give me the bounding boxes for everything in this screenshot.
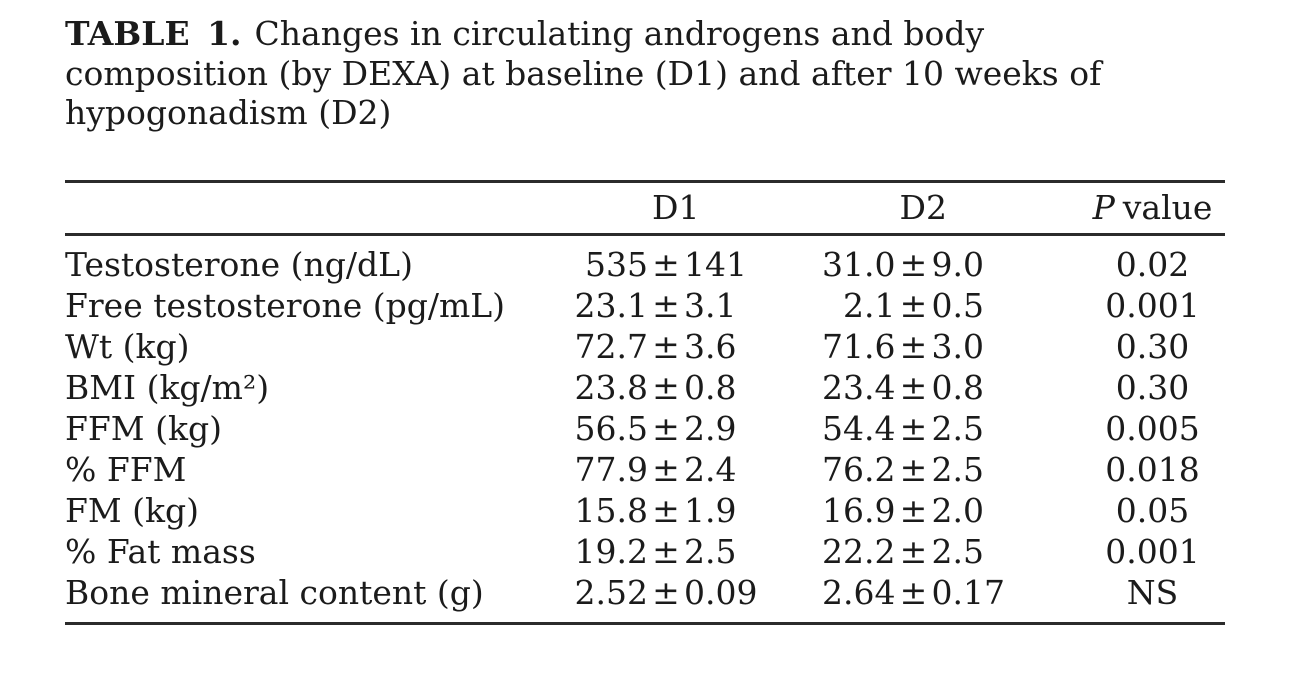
p-value: 0.05 [1115, 491, 1190, 530]
row-label: Wt (kg) [65, 327, 190, 366]
d2-value: 23.4 ±0.8 [822, 368, 984, 407]
d2-value: 16.9 ±2.0 [822, 491, 984, 530]
p-rest: value [1122, 188, 1213, 227]
table-mid-rule [65, 233, 1225, 236]
table-row: Wt (kg) 72.7 ±3.6 71.6 ±3.0 0.30 [65, 326, 1225, 367]
d2-value: 76.2 ±2.5 [822, 450, 984, 489]
row-label: BMI (kg/m²) [65, 368, 270, 407]
p-value: 0.30 [1115, 368, 1190, 407]
p-value: 0.30 [1115, 327, 1190, 366]
row-label: Free testosterone (pg/mL) [65, 286, 506, 325]
d1-value: 77.9 ±2.4 [574, 450, 737, 489]
table-caption: TABLE 1. Changes in circulating androgens… [65, 14, 1101, 133]
header-d2: D2 [899, 188, 947, 227]
p-value: 0.001 [1105, 286, 1200, 325]
table-top-rule [65, 180, 1225, 183]
p-value: 0.02 [1115, 245, 1190, 284]
caption-line-3: hypogonadism (D2) [65, 93, 1101, 133]
row-label: Testosterone (ng/dL) [65, 245, 413, 284]
d1-value: 23.8 ±0.8 [574, 368, 737, 407]
table-row: % Fat mass 19.2 ±2.5 22.2 ±2.5 0.001 [65, 531, 1225, 572]
caption-text-3: hypogonadism (D2) [65, 93, 392, 132]
d1-value: 535 ±141 [585, 245, 747, 284]
table-row: % FFM 77.9 ±2.4 76.2 ±2.5 0.018 [65, 449, 1225, 490]
row-label: % FFM [65, 450, 187, 489]
caption-line-2: composition (by DEXA) at baseline (D1) a… [65, 54, 1101, 94]
d2-value: 2.64 ±0.17 [822, 573, 1005, 612]
d2-value: 31.0 ±9.0 [822, 245, 984, 284]
d2-value: 54.4 ±2.5 [822, 409, 984, 448]
row-label: FFM (kg) [65, 409, 222, 448]
row-label: Bone mineral content (g) [65, 573, 484, 612]
d2-value: 22.2 ±2.5 [822, 532, 984, 571]
header-d1: D1 [652, 188, 700, 227]
p-value: NS [1126, 573, 1179, 612]
d1-value: 56.5 ±2.9 [574, 409, 737, 448]
table-row: Testosterone (ng/dL) 535 ±141 31.0 ±9.0 0.02 [65, 244, 1225, 285]
d2-value: 2.1 ±0.5 [843, 286, 984, 325]
d1-value: 19.2 ±2.5 [574, 532, 737, 571]
table-row: BMI (kg/m²) 23.8 ±0.8 23.4 ±0.8 0.30 [65, 367, 1225, 408]
row-label: % Fat mass [65, 532, 256, 571]
p-value: 0.018 [1105, 450, 1200, 489]
row-label: FM (kg) [65, 491, 200, 530]
d1-value: 72.7 ±3.6 [574, 327, 737, 366]
d2-value: 71.6 ±3.0 [822, 327, 984, 366]
caption-text-1: Changes in circulating androgens and bod… [254, 14, 985, 53]
p-value: 0.005 [1105, 409, 1200, 448]
table-body: Testosterone (ng/dL) 535 ±141 31.0 ±9.0 0.02 F… [65, 236, 1225, 622]
caption-label: TABLE 1. [65, 14, 242, 53]
table-row: FM (kg) 15.8 ±1.9 16.9 ±2.0 0.05 [65, 490, 1225, 531]
table-bottom-rule [65, 622, 1225, 625]
table-row: Free testosterone (pg/mL) 23.1 ±3.1 2.1 ±0.5… [65, 285, 1225, 326]
d1-value: 23.1 ±3.1 [574, 286, 737, 325]
p-value: 0.001 [1105, 532, 1200, 571]
caption-text-2: composition (by DEXA) at baseline (D1) a… [65, 53, 1102, 93]
d1-value: 15.8 ±1.9 [574, 491, 737, 530]
caption-line-1: TABLE 1. Changes in circulating androgens… [65, 14, 1101, 54]
table-row: Bone mineral content (g) 2.52 ±0.09 2.64 ±0.… [65, 572, 1225, 613]
table-row: FFM (kg) 56.5 ±2.9 54.4 ±2.5 0.005 [65, 408, 1225, 449]
p-italic: P [1092, 188, 1115, 227]
d1-value: 2.52 ±0.09 [574, 573, 758, 612]
